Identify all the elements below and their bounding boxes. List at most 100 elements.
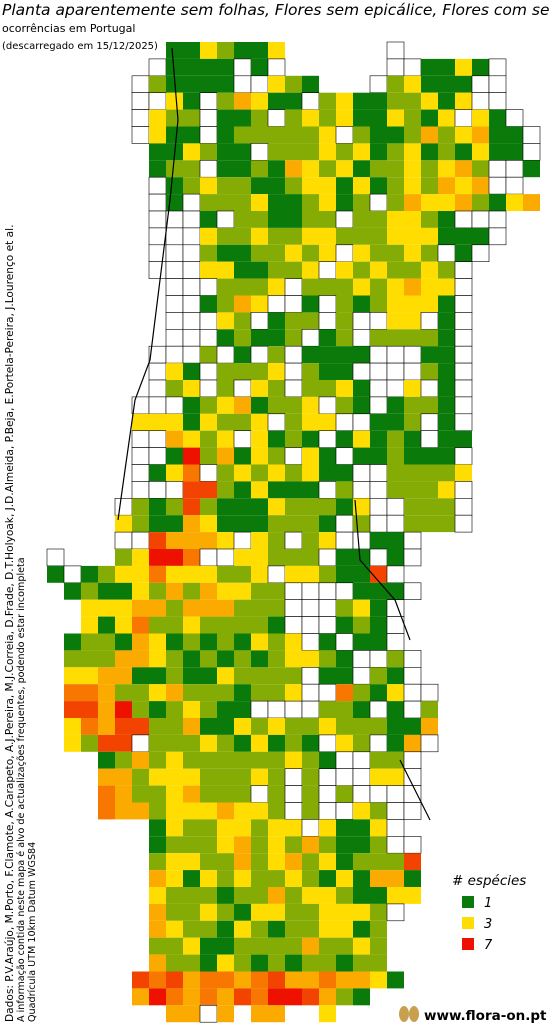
grid-cell bbox=[131, 447, 150, 465]
grid-cell bbox=[217, 295, 234, 313]
grid-cell bbox=[370, 295, 387, 313]
grid-cell bbox=[369, 514, 388, 533]
grid-cell bbox=[166, 887, 183, 904]
grid-cell bbox=[234, 751, 251, 769]
grid-cell bbox=[200, 481, 217, 499]
grid-cell bbox=[438, 211, 455, 228]
grid-cell bbox=[301, 616, 320, 634]
grid-cell bbox=[523, 160, 540, 178]
grid-cell bbox=[370, 160, 387, 178]
grid-cell bbox=[251, 903, 268, 921]
grid-cell bbox=[387, 853, 404, 871]
grid-cell bbox=[183, 988, 200, 1006]
grid-cell bbox=[217, 667, 234, 685]
grid-cell bbox=[386, 345, 405, 364]
grid-cell bbox=[284, 278, 303, 296]
grid-cell bbox=[387, 244, 404, 262]
grid-cell bbox=[404, 887, 421, 904]
grid-cell bbox=[166, 701, 183, 718]
grid-cell bbox=[166, 58, 183, 76]
grid-cell bbox=[132, 751, 149, 769]
grid-cell bbox=[319, 227, 336, 245]
grid-cell bbox=[149, 836, 166, 854]
grid-cell bbox=[47, 565, 64, 583]
grid-cell bbox=[403, 650, 422, 668]
grid-cell bbox=[369, 75, 388, 94]
grid-cell bbox=[285, 464, 302, 482]
grid-cell bbox=[200, 785, 217, 803]
grid-cell bbox=[403, 345, 422, 364]
grid-cell bbox=[182, 244, 201, 263]
grid-cell bbox=[268, 278, 285, 296]
grid-cell bbox=[438, 464, 455, 482]
grid-cell bbox=[217, 143, 234, 161]
grid-cell bbox=[319, 109, 336, 127]
grid-cell bbox=[115, 802, 132, 820]
grid-cell bbox=[234, 261, 251, 279]
grid-cell bbox=[438, 194, 455, 211]
grid-cell bbox=[336, 734, 353, 752]
grid-cell bbox=[489, 143, 506, 161]
grid-cell bbox=[302, 870, 319, 887]
grid-cell bbox=[166, 734, 183, 752]
grid-cell bbox=[438, 346, 455, 364]
grid-cell bbox=[148, 430, 167, 448]
grid-cell bbox=[336, 160, 353, 178]
grid-cell bbox=[234, 819, 251, 837]
grid-cell bbox=[166, 971, 183, 989]
grid-cell bbox=[336, 819, 353, 837]
grid-cell bbox=[268, 667, 285, 685]
grid-cell bbox=[251, 261, 268, 279]
grid-cell bbox=[370, 684, 387, 702]
grid-cell bbox=[251, 532, 268, 549]
grid-cell bbox=[165, 345, 184, 364]
grid-cell bbox=[251, 515, 268, 533]
grid-cell bbox=[268, 718, 285, 735]
grid-cell bbox=[352, 312, 371, 330]
grid-cell bbox=[472, 58, 489, 76]
grid-cell bbox=[353, 396, 370, 414]
grid-cell bbox=[302, 836, 319, 854]
grid-cell bbox=[438, 278, 455, 296]
grid-cell bbox=[251, 413, 268, 431]
grid-cell bbox=[302, 887, 319, 904]
grid-cell bbox=[404, 464, 421, 482]
grid-cell bbox=[454, 447, 473, 465]
grid-cell bbox=[404, 413, 421, 431]
grid-cell bbox=[64, 582, 81, 600]
grid-cell bbox=[489, 109, 506, 127]
grid-cell bbox=[200, 227, 217, 245]
grid-cell bbox=[353, 549, 370, 566]
grid-cell bbox=[149, 684, 166, 702]
grid-cell bbox=[387, 701, 404, 718]
grid-cell bbox=[284, 802, 303, 820]
grid-cell bbox=[200, 143, 217, 161]
grid-cell bbox=[200, 920, 217, 938]
grid-cell bbox=[234, 346, 251, 364]
grid bbox=[46, 41, 541, 1023]
grid-cell bbox=[285, 836, 302, 854]
grid-cell bbox=[352, 413, 371, 431]
grid-cell bbox=[234, 447, 251, 465]
grid-cell bbox=[149, 498, 166, 516]
grid-cell bbox=[403, 683, 422, 702]
grid-cell bbox=[149, 515, 166, 533]
grid-cell bbox=[403, 835, 422, 854]
grid-cell bbox=[421, 329, 438, 347]
grid-cell bbox=[387, 312, 404, 330]
grid-cell bbox=[148, 362, 167, 381]
grid-cell bbox=[336, 920, 353, 938]
grid-cell bbox=[455, 58, 472, 76]
grid-cell bbox=[335, 582, 354, 600]
grid-cell bbox=[131, 464, 150, 482]
grid-cell bbox=[64, 667, 81, 685]
grid-cell bbox=[336, 903, 353, 921]
grid-cell bbox=[234, 143, 251, 161]
grid-cell bbox=[370, 802, 387, 820]
grid-cell bbox=[183, 887, 200, 904]
grid-cell bbox=[217, 988, 234, 1006]
grid-cell bbox=[183, 718, 200, 735]
grid-cell bbox=[387, 177, 404, 195]
grid-cell bbox=[267, 700, 286, 719]
